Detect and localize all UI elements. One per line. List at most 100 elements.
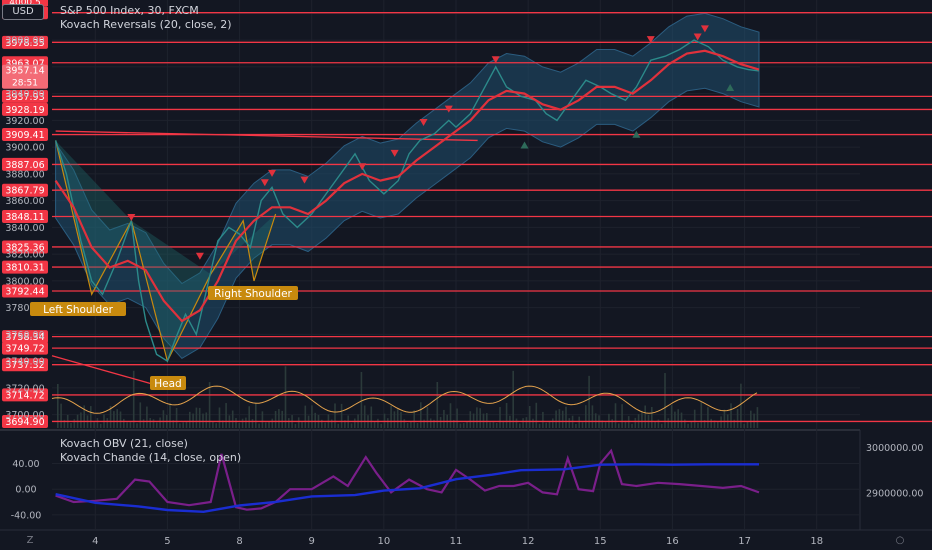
volume-bar: [436, 381, 439, 428]
pattern-label-bg: [150, 376, 186, 390]
volume-bar: [142, 419, 145, 428]
y-tick-label: 3800.00: [5, 276, 44, 287]
volume-bar: [198, 407, 201, 428]
volume-bar: [189, 411, 191, 428]
volume-bar: [512, 370, 514, 428]
volume-bar: [667, 418, 670, 428]
volume-bar: [591, 405, 594, 428]
volume-bar: [707, 407, 709, 428]
pattern-label: Right Shoulder: [214, 288, 292, 300]
volume-bar: [730, 403, 732, 428]
volume-bar: [278, 409, 280, 428]
volume-bar: [264, 422, 267, 428]
reversal-down-marker: [358, 163, 367, 171]
volume-bar: [179, 423, 181, 428]
volume-bar: [337, 423, 340, 428]
last-price: 3957.14: [5, 66, 44, 77]
right-tick-label: 3000000.00: [866, 443, 923, 454]
volume-bar: [93, 422, 95, 428]
volume-bar: [149, 418, 151, 428]
volume-bar: [433, 419, 435, 428]
volume-bar: [340, 403, 343, 428]
level-label-bg: [2, 358, 48, 372]
level-label: 3714.72: [5, 390, 44, 401]
volume-bar: [245, 417, 247, 428]
volume-bar: [377, 418, 379, 428]
volume-bar: [301, 422, 303, 428]
x-tick-label: 12: [522, 536, 535, 547]
x-tick-label: 15: [594, 536, 607, 547]
volume-bar: [472, 413, 475, 428]
volume-bar: [410, 421, 412, 428]
level-label: 3928.19: [5, 105, 44, 116]
volume-bar: [443, 409, 445, 428]
x-tick-label: 18: [810, 536, 823, 547]
reversal-down-marker: [646, 36, 655, 44]
volume-bar: [690, 421, 693, 428]
y-tick-label: 3860.00: [5, 196, 44, 207]
y-tick-label: 3880.00: [5, 169, 44, 180]
volume-bar: [713, 420, 716, 428]
y-tick-label: 3720.00: [5, 383, 44, 394]
volume-bar: [215, 423, 217, 428]
volume-bar: [717, 421, 719, 428]
level-label: 3937.93: [5, 92, 44, 103]
volume-bar: [469, 411, 472, 428]
volume-bar: [129, 422, 132, 428]
volume-bar: [304, 405, 307, 428]
y-tick-label: 3980.00: [5, 36, 44, 47]
top-cut-label-bg: [2, 0, 48, 6]
pattern-label: Left Shoulder: [43, 304, 114, 316]
volume-bar: [535, 402, 538, 428]
volume-bar: [416, 422, 419, 428]
volume-bar: [697, 422, 699, 428]
y-tick-label: 3700.00: [5, 410, 44, 421]
pattern-outline: [55, 140, 132, 296]
volume-bar: [634, 417, 637, 428]
volume-bar: [502, 420, 505, 428]
volume-bar: [271, 418, 274, 428]
volume-bar: [664, 373, 666, 428]
level-label: 3963.07: [5, 58, 44, 69]
pattern-label-bg: [208, 286, 298, 300]
volume-bar: [618, 423, 620, 428]
volume-bar: [545, 422, 547, 428]
volume-bar: [119, 411, 122, 428]
volume-bar: [202, 413, 204, 428]
volume-bar: [466, 421, 468, 428]
level-label-bg: [2, 388, 48, 402]
volume-bar: [680, 412, 683, 428]
reversal-down-marker: [195, 252, 204, 260]
volume-bar: [492, 420, 495, 428]
volume-bar: [57, 384, 59, 428]
volume-bar: [733, 419, 736, 428]
reversal-down-marker: [700, 25, 709, 33]
currency-button[interactable]: USD: [2, 4, 44, 20]
basis-line: [54, 49, 760, 323]
volume-bar: [670, 405, 673, 428]
level-label: 3978.35: [5, 38, 44, 49]
volume-bar: [703, 419, 706, 428]
volume-bar: [743, 423, 745, 428]
volume-bar: [684, 419, 686, 428]
reversal-down-marker: [444, 105, 453, 113]
volume-bar: [222, 420, 224, 428]
volume-bar: [350, 423, 353, 428]
level-label-bg: [2, 128, 48, 142]
settings-icon: ○: [896, 535, 905, 546]
volume-bar: [499, 406, 501, 428]
volume-bar: [720, 416, 722, 428]
volume-bar: [700, 402, 703, 428]
volume-bar: [604, 422, 607, 428]
volume-bar: [212, 421, 214, 428]
chande-title: Kovach Chande (14, close, open): [60, 451, 242, 464]
volume-bar: [538, 423, 541, 428]
x-tick-label: 4: [92, 536, 98, 547]
level-label-bg: [2, 260, 48, 274]
y-tick-label: 3780.00: [5, 303, 44, 314]
volume-bar: [63, 419, 66, 428]
pattern-label-bg: [30, 302, 126, 316]
volume-bar: [106, 418, 109, 428]
level-label: 3758.34: [5, 332, 44, 343]
volume-bar: [677, 409, 679, 428]
